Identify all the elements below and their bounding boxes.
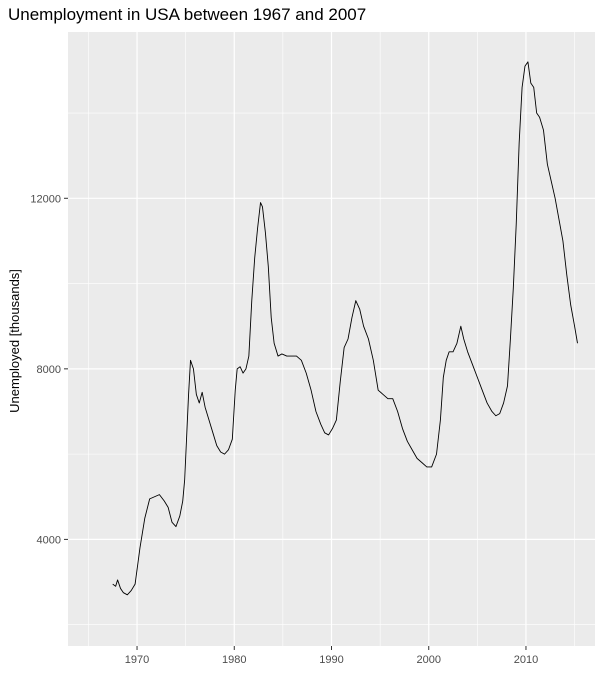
y-tick-label: 12000 [30,193,61,205]
x-tick-label: 1970 [125,654,149,666]
y-axis: 4000 8000 12000 [30,193,68,546]
y-tick-label: 8000 [37,364,61,376]
series-line-unemployed [112,61,578,596]
x-tick-label: 2010 [514,654,538,666]
x-axis: 1970 1980 1990 2000 2010 [125,646,538,666]
x-tick-label: 2000 [416,654,440,666]
x-tick-label: 1980 [222,654,246,666]
chart-title: Unemployment in USA between 1967 and 200… [8,5,367,24]
x-tick-label: 1990 [319,654,343,666]
y-tick-label: 4000 [37,534,61,546]
y-axis-title: Unemployed [thousands] [7,269,22,413]
major-gridlines [68,32,595,646]
